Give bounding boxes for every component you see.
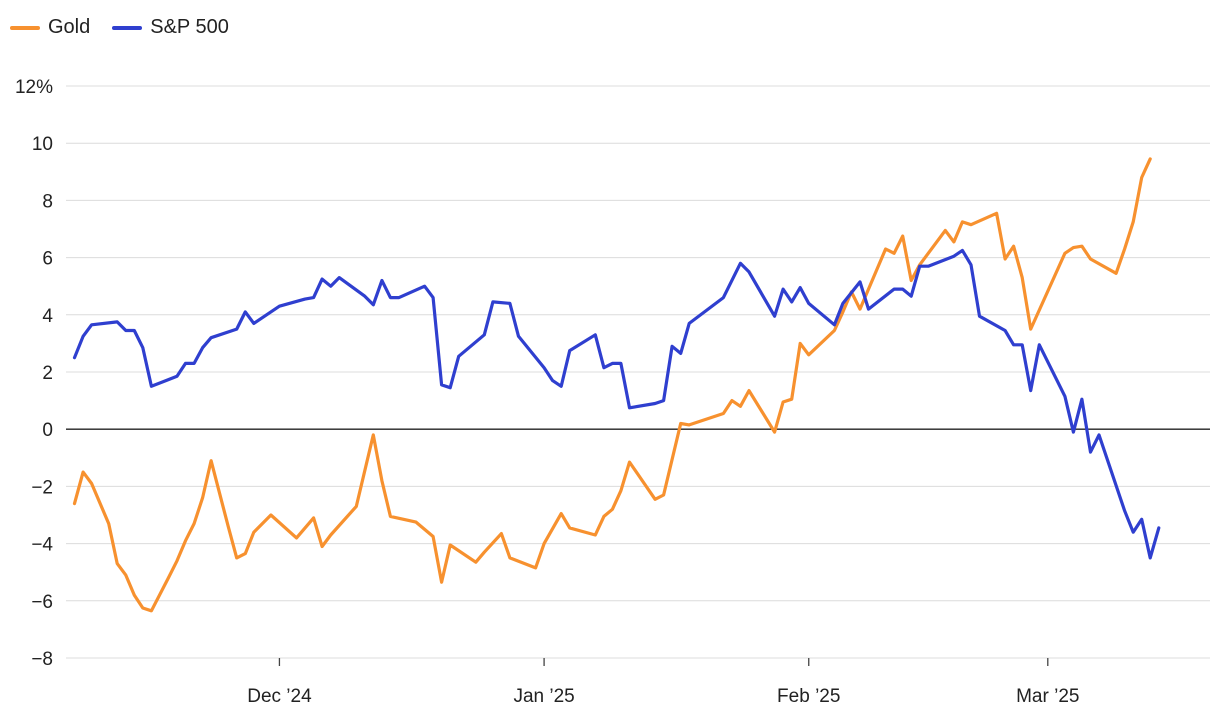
legend-swatch-gold bbox=[10, 25, 40, 30]
y-tick-label: 10 bbox=[32, 134, 53, 155]
x-tick-label: Feb ’25 bbox=[777, 686, 840, 707]
y-tick-label: 6 bbox=[42, 249, 53, 270]
y-tick-label: 8 bbox=[42, 191, 53, 212]
legend-item-gold[interactable]: Gold bbox=[10, 16, 90, 39]
legend-label-gold: Gold bbox=[48, 16, 91, 38]
y-tick-label: −6 bbox=[31, 592, 53, 613]
x-tick-label: Jan ’25 bbox=[513, 686, 574, 707]
legend-label-sp500: S&P 500 bbox=[150, 16, 229, 38]
legend-item-sp500[interactable]: S&P 500 bbox=[112, 16, 229, 39]
y-tick-label: −4 bbox=[31, 535, 53, 556]
y-tick-label: −8 bbox=[31, 649, 53, 670]
legend: Gold S&P 500 bbox=[10, 16, 229, 39]
x-tick-label: Dec ’24 bbox=[247, 686, 312, 707]
y-tick-label: −2 bbox=[31, 477, 53, 498]
x-tick-label: Mar ’25 bbox=[1016, 686, 1079, 707]
y-tick-label: 4 bbox=[42, 306, 53, 327]
y-tick-label: 0 bbox=[42, 420, 53, 441]
y-tick-label: 2 bbox=[42, 363, 53, 384]
series-line-s-p-500 bbox=[72, 248, 1161, 560]
legend-swatch-sp500 bbox=[112, 25, 143, 30]
y-tick-label: 12% bbox=[15, 77, 53, 98]
series-line-gold bbox=[72, 157, 1152, 613]
